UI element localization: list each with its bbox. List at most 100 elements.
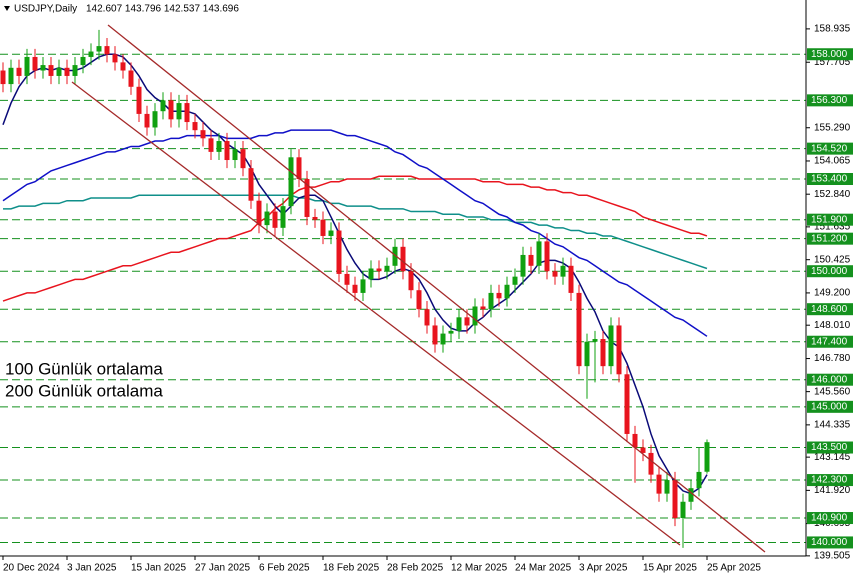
candle-body bbox=[264, 211, 270, 226]
candle-body bbox=[272, 211, 278, 228]
candle-body bbox=[88, 51, 94, 57]
candle-body bbox=[704, 442, 710, 472]
channel-lower bbox=[71, 81, 681, 546]
x-tick-label: 3 Apr 2025 bbox=[579, 563, 628, 574]
x-tick-label: 12 Mar 2025 bbox=[451, 563, 508, 574]
candle-body bbox=[392, 246, 398, 266]
level-label: 147.400 bbox=[811, 336, 848, 347]
candle-body bbox=[320, 219, 326, 236]
x-tick-label: 20 Dec 2024 bbox=[3, 563, 60, 574]
channel bbox=[71, 24, 766, 553]
x-tick-label: 24 Mar 2025 bbox=[515, 563, 572, 574]
candle-body bbox=[512, 276, 518, 285]
level-label-bg bbox=[807, 373, 853, 386]
candle-body bbox=[64, 67, 70, 76]
x-tick-label: 27 Jan 2025 bbox=[195, 563, 250, 574]
candle-body bbox=[360, 279, 366, 293]
moving-average bbox=[2, 129, 708, 337]
candle-body bbox=[240, 149, 246, 169]
candle-body bbox=[672, 480, 678, 519]
y-tick-label: 157.705 bbox=[814, 57, 851, 68]
y-tick-label: 141.920 bbox=[814, 485, 851, 496]
level-label-bg bbox=[807, 512, 853, 525]
candle-body bbox=[40, 65, 46, 71]
level-label: 140.900 bbox=[811, 513, 848, 524]
level-label: 156.300 bbox=[811, 95, 848, 106]
candle-body bbox=[368, 268, 374, 280]
y-tick-label: 152.840 bbox=[814, 189, 851, 200]
candle-body bbox=[696, 471, 702, 489]
candle-body bbox=[168, 100, 174, 120]
candle-body bbox=[608, 325, 614, 367]
candle-body bbox=[8, 67, 14, 85]
candle-body bbox=[576, 292, 582, 367]
candle-body bbox=[456, 317, 462, 331]
candle-body bbox=[32, 56, 38, 71]
candle-body bbox=[432, 325, 438, 345]
y-tick-label: 145.560 bbox=[814, 386, 851, 397]
candle-body bbox=[440, 333, 446, 345]
x-tick-label: 3 Jan 2025 bbox=[67, 563, 117, 574]
x-tick-label: 15 Jan 2025 bbox=[131, 563, 186, 574]
menu-arrow[interactable] bbox=[4, 6, 10, 11]
level-label: 146.000 bbox=[811, 374, 848, 385]
candle-body bbox=[472, 306, 478, 326]
level-label: 140.000 bbox=[811, 537, 848, 548]
level-label: 145.000 bbox=[811, 401, 848, 412]
level-label: 143.500 bbox=[811, 442, 848, 453]
candle-body bbox=[136, 86, 142, 114]
candle-body bbox=[312, 216, 318, 220]
candle-body bbox=[48, 65, 54, 76]
candle-body bbox=[248, 168, 254, 201]
y-tick-label: 155.290 bbox=[814, 122, 851, 133]
candle-body bbox=[0, 70, 6, 85]
x-tick-label: 6 Feb 2025 bbox=[259, 563, 310, 574]
candle-body bbox=[352, 284, 358, 293]
candle-body bbox=[208, 138, 214, 152]
candle-body bbox=[80, 56, 86, 66]
level-label-bg bbox=[807, 94, 853, 107]
candle-body bbox=[376, 268, 382, 272]
candle-body bbox=[304, 179, 310, 217]
x-tick-label: 15 Apr 2025 bbox=[643, 563, 697, 574]
candle-body bbox=[280, 206, 286, 228]
candle-body bbox=[152, 111, 158, 128]
level-label-bg bbox=[807, 48, 853, 61]
candle-body bbox=[288, 157, 294, 207]
candle-body bbox=[560, 265, 566, 277]
candle-body bbox=[664, 480, 670, 494]
y-tick-label: 144.335 bbox=[814, 420, 851, 431]
candle-body bbox=[424, 309, 430, 326]
candle-body bbox=[144, 113, 150, 128]
level-label: 150.000 bbox=[811, 266, 848, 277]
candle-body bbox=[112, 54, 118, 63]
candle-body bbox=[656, 474, 662, 494]
candle-body bbox=[520, 254, 526, 277]
candle-body bbox=[408, 271, 414, 291]
candle-body bbox=[592, 339, 598, 342]
candle-body bbox=[688, 488, 694, 502]
moving-average bbox=[2, 53, 708, 495]
candle-body bbox=[400, 246, 406, 272]
candle-body bbox=[72, 65, 78, 76]
candle-body bbox=[296, 157, 302, 180]
candle-body bbox=[568, 265, 574, 293]
candle-body bbox=[24, 56, 30, 76]
level-label: 153.400 bbox=[811, 174, 848, 185]
channel-upper bbox=[107, 24, 766, 553]
y-tick-label: 148.010 bbox=[814, 320, 851, 331]
candle-body bbox=[488, 292, 494, 310]
candle-body bbox=[224, 141, 230, 161]
candle-body bbox=[600, 339, 606, 367]
level-label-bg bbox=[807, 232, 853, 245]
candle-body bbox=[128, 70, 134, 87]
candle-body bbox=[200, 130, 206, 139]
y-tick-label: 149.200 bbox=[814, 288, 851, 299]
candle-body bbox=[120, 62, 126, 71]
x-tick-label: 18 Feb 2025 bbox=[323, 563, 380, 574]
level-label-bg bbox=[807, 213, 853, 226]
candle-body bbox=[552, 271, 558, 277]
level-label-bg bbox=[807, 265, 853, 278]
